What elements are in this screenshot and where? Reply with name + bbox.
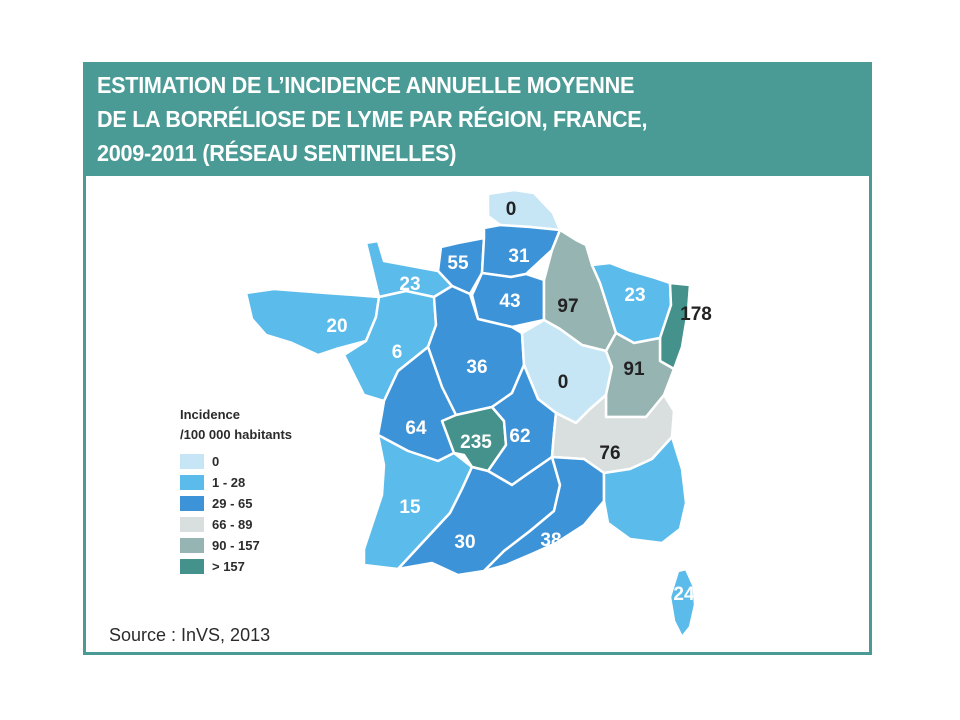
legend-label: 1 - 28 xyxy=(212,475,246,490)
region-value-label: 0 xyxy=(506,199,517,220)
region-value-label: 62 xyxy=(509,426,530,447)
region-shape xyxy=(480,223,562,279)
title-line-3: 2009-2011 (RÉSEAU SENTINELLES) xyxy=(97,140,457,166)
region-value-label: 178 xyxy=(680,304,712,325)
legend-item: 90 - 157 xyxy=(180,535,292,556)
region-value-label: 31 xyxy=(508,246,530,267)
legend-item: 1 - 28 xyxy=(180,472,292,493)
legend-swatch xyxy=(180,517,204,532)
legend-swatch xyxy=(180,496,204,511)
region-value-label: 97 xyxy=(557,296,578,317)
region-value-label: 55 xyxy=(447,253,469,274)
region-value-label: 76 xyxy=(599,443,620,464)
region-shape xyxy=(604,331,676,419)
legend-title-line-2: /100 000 habitants xyxy=(180,427,292,442)
region-value-label: 91 xyxy=(623,359,645,380)
legend-swatch xyxy=(180,559,204,574)
region-value-label: 24 xyxy=(673,584,695,605)
legend-item: 29 - 65 xyxy=(180,493,292,514)
legend-label: 90 - 157 xyxy=(212,538,260,553)
region-value-label: 23 xyxy=(399,274,420,295)
title-line-1: ESTIMATION DE L’INCIDENCE ANNUELLE MOYEN… xyxy=(97,72,635,98)
title-banner: ESTIMATION DE L’INCIDENCE ANNUELLE MOYEN… xyxy=(86,65,869,176)
legend-swatch xyxy=(180,538,204,553)
legend-item: 66 - 89 xyxy=(180,514,292,535)
region-corse: 24 xyxy=(668,567,697,639)
map-title: ESTIMATION DE L’INCIDENCE ANNUELLE MOYEN… xyxy=(97,68,755,170)
region-shape xyxy=(668,567,697,639)
region-value-label: 0 xyxy=(558,372,569,393)
region-value-label: 15 xyxy=(399,497,421,518)
region-value-label: 3 xyxy=(634,538,645,559)
region-value-label: 38 xyxy=(540,530,561,551)
region-haute-normandie: 55 xyxy=(436,236,486,296)
region-value-label: 20 xyxy=(326,316,347,337)
legend-swatch xyxy=(180,454,204,469)
region-value-label: 64 xyxy=(405,418,427,439)
legend-item: 0 xyxy=(180,451,292,472)
source-note: Source : InVS, 2013 xyxy=(109,625,271,645)
region-value-label: 30 xyxy=(454,532,475,553)
legend-label: 66 - 89 xyxy=(212,517,253,532)
region-value-label: 36 xyxy=(466,357,487,378)
region-shape xyxy=(602,435,688,545)
legend-label: 29 - 65 xyxy=(212,496,253,511)
legend: Incidence /100 000 habitants 0 1 - 28 29… xyxy=(180,405,292,577)
region-value-label: 23 xyxy=(624,285,645,306)
region-franche-comte: 91 xyxy=(604,331,676,419)
france-region-map: 0 55 31 23 43 97 23 xyxy=(244,188,712,639)
legend-title-line-1: Incidence xyxy=(180,407,240,422)
region-poitou-charentes: 64 xyxy=(376,345,458,463)
legend-title: Incidence /100 000 habitants xyxy=(180,405,292,445)
region-value-label: 235 xyxy=(460,432,492,453)
legend-label: > 157 xyxy=(212,559,245,574)
region-value-label: 43 xyxy=(499,291,520,312)
map-card: ESTIMATION DE L’INCIDENCE ANNUELLE MOYEN… xyxy=(83,62,872,655)
legend-items: 0 1 - 28 29 - 65 66 - 89 90 - 157 > 157 xyxy=(180,451,292,577)
legend-label: 0 xyxy=(212,454,220,469)
region-value-label: 6 xyxy=(392,342,403,363)
region-paca: 3 xyxy=(602,435,688,559)
region-picardie: 31 xyxy=(480,223,562,279)
legend-item: > 157 xyxy=(180,556,292,577)
title-line-2: DE LA BORRÉLIOSE DE LYME PAR RÉGION, FRA… xyxy=(97,106,648,132)
legend-swatch xyxy=(180,475,204,490)
